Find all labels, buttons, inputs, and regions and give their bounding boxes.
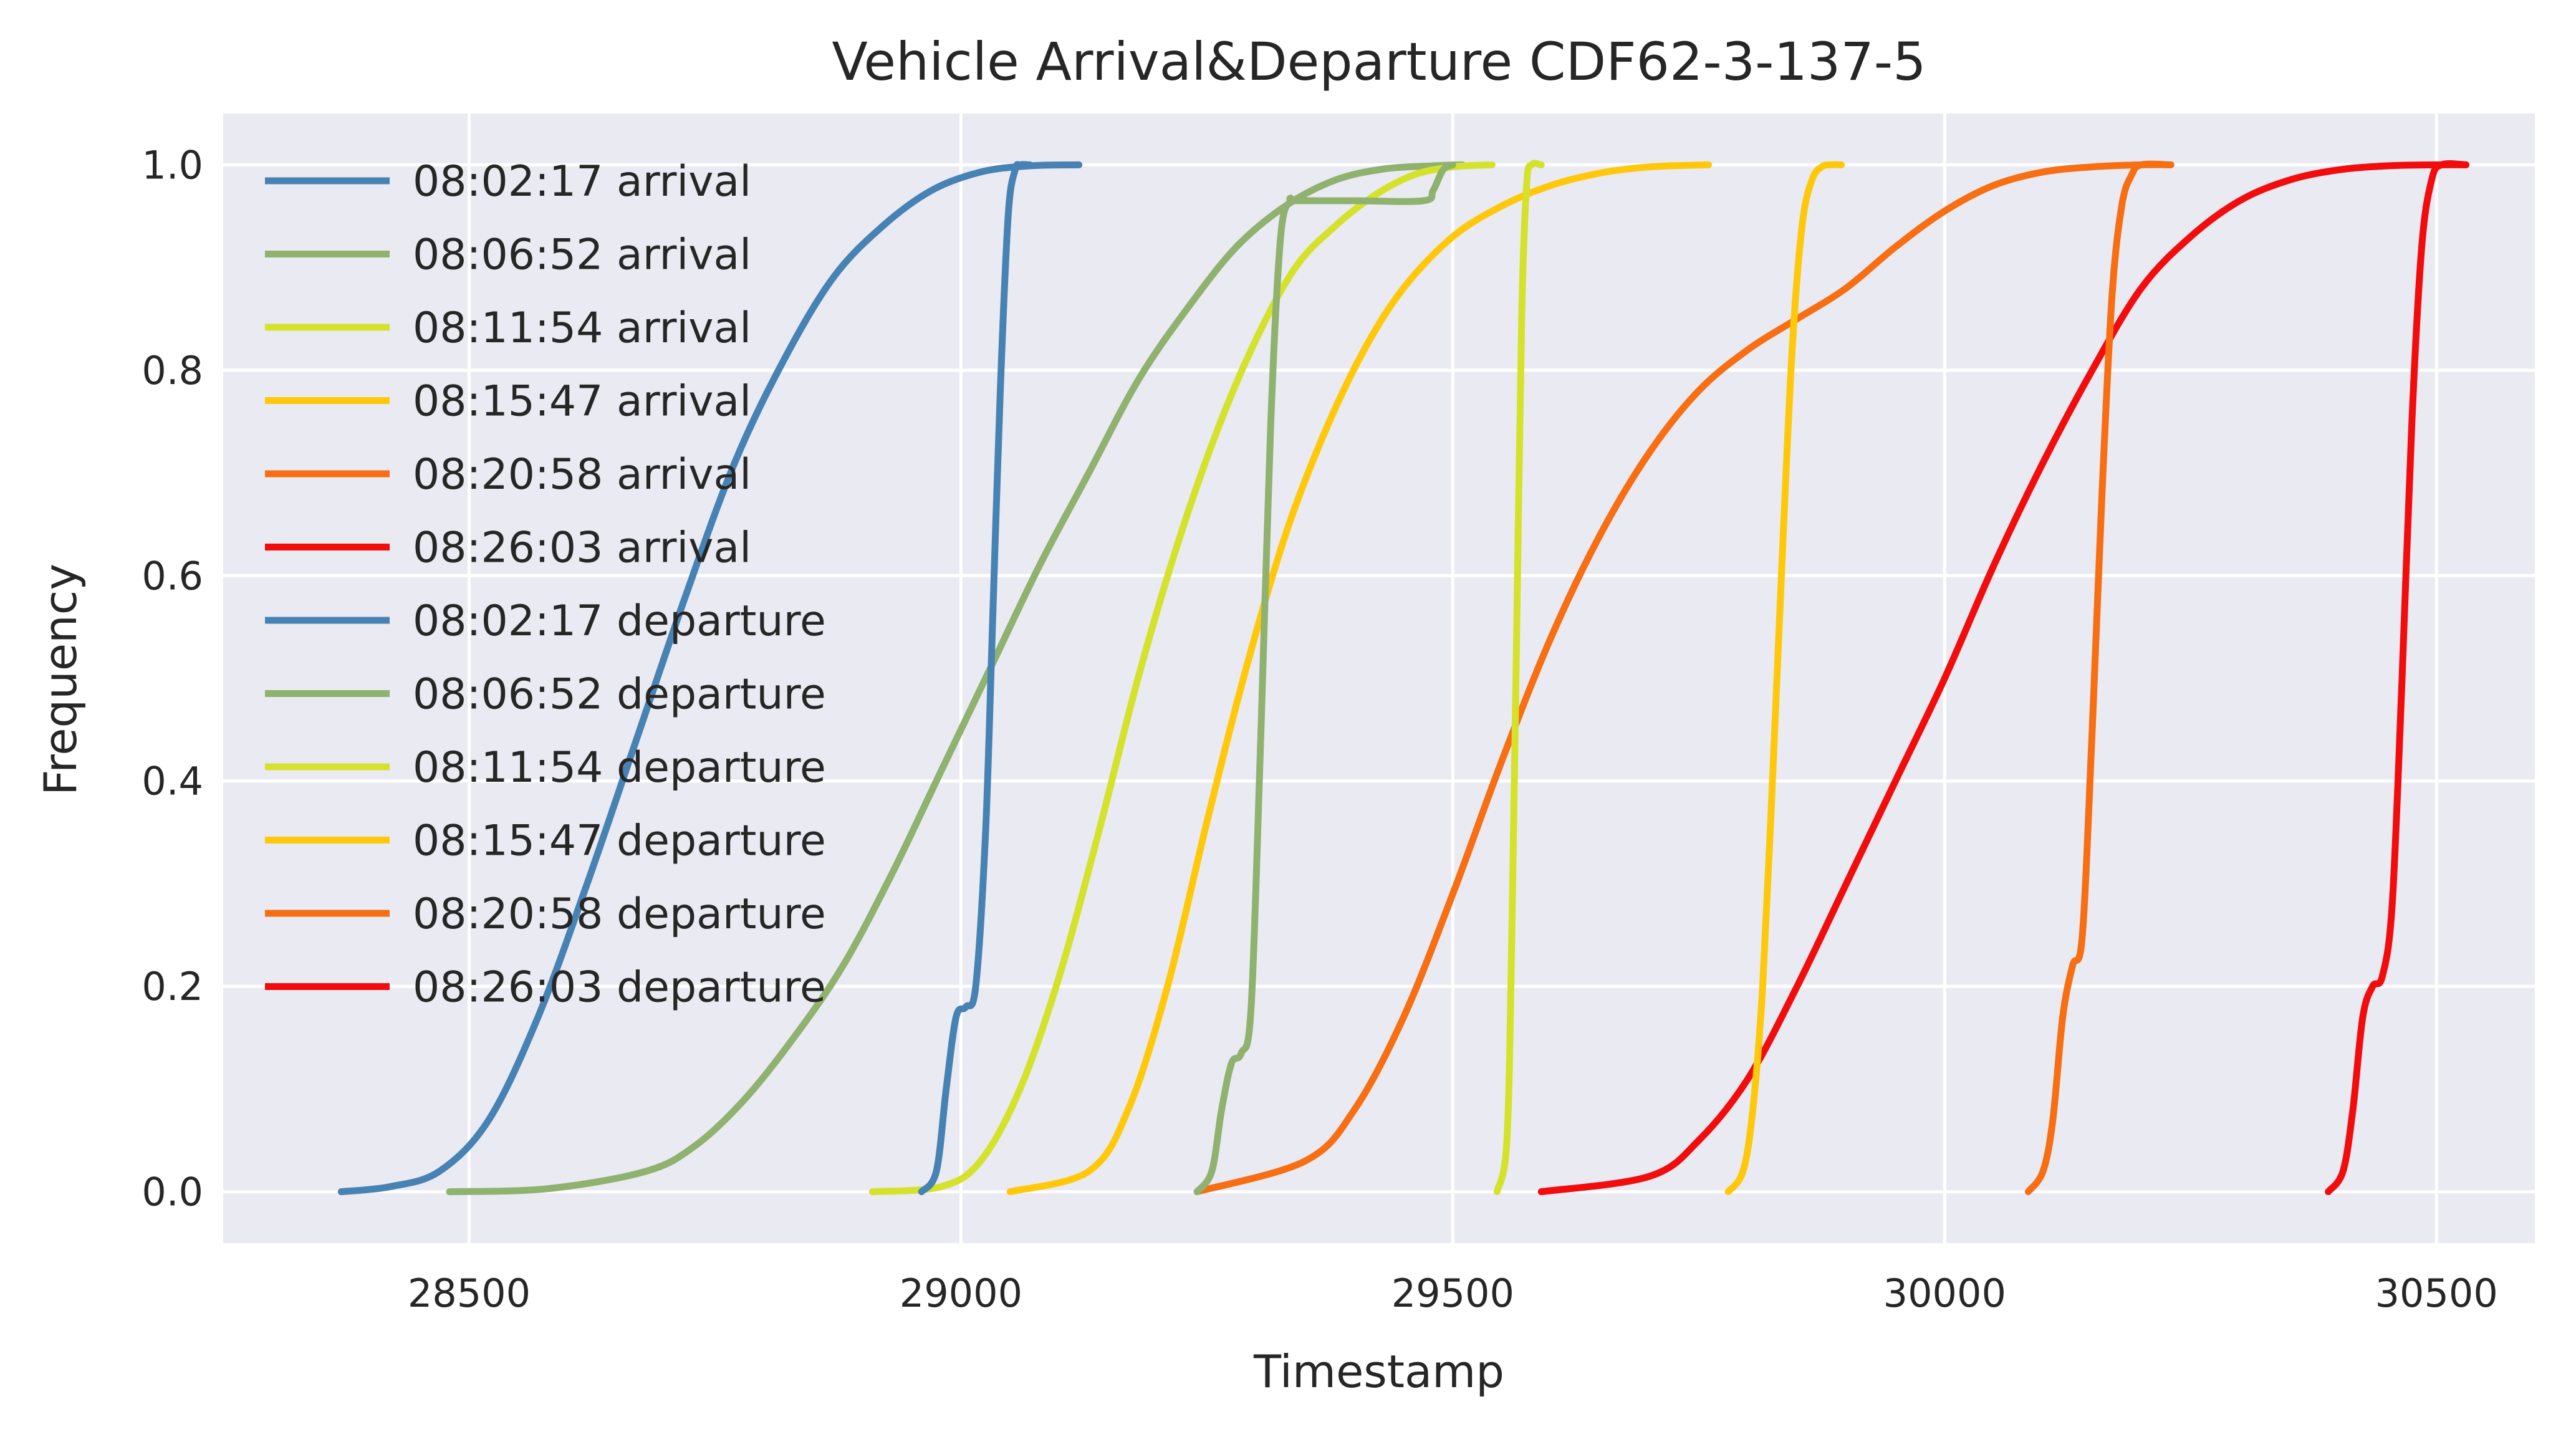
y-axis-label: Frequency [34, 564, 87, 795]
series-line [337, 161, 1083, 1196]
x-tick-label: 29500 [1391, 1271, 1514, 1316]
series-line [2024, 160, 2175, 1196]
y-tick-label: 0.0 [142, 1170, 203, 1215]
series-line [2325, 160, 2469, 1196]
y-tick-label: 0.8 [142, 348, 203, 393]
x-tick-label: 28500 [408, 1271, 531, 1316]
legend-entry-label: 08:15:47 departure [413, 817, 826, 866]
chart-title: Vehicle Arrival&Departure CDF62-3-137-5 [832, 31, 1926, 92]
legend-entry-label: 08:11:54 arrival [413, 304, 751, 353]
legend-entry-label: 08:20:58 arrival [413, 450, 751, 499]
x-tick-label: 30500 [2375, 1271, 2498, 1316]
plot-background [223, 113, 2535, 1243]
series-line [918, 161, 1034, 1196]
series-line [1193, 161, 2175, 1196]
plot-area [223, 113, 2535, 1243]
legend-entry-label: 08:02:17 arrival [413, 157, 751, 206]
legend-entry-label: 08:06:52 departure [413, 670, 826, 719]
y-tick-label: 0.6 [142, 553, 203, 598]
legend-entry-label: 08:20:58 departure [413, 890, 826, 939]
legend: 08:02:17 arrival 08:06:52 arrival 08:11:54… [265, 157, 826, 1012]
y-tick-label: 0.2 [142, 964, 203, 1009]
legend-entry-label: 08:02:17 departure [413, 597, 826, 646]
y-tick-label: 0.4 [142, 759, 203, 804]
y-tick-label: 1.0 [142, 142, 203, 188]
series-line [1193, 161, 1456, 1196]
series-line [1493, 160, 1545, 1196]
legend-entry-label: 08:06:52 arrival [413, 231, 751, 280]
legend-entry-label: 08:11:54 departure [413, 743, 826, 792]
legend-entry-label: 08:15:47 arrival [413, 377, 751, 426]
series-line [1724, 161, 1845, 1196]
series-layer [337, 160, 2469, 1196]
ticks-layer: 28500 29000 29500 30000 30500 0.0 0.2 0.4 0.6 0.8… [142, 142, 2497, 1316]
legend-entry-label: 08:26:03 arrival [413, 524, 751, 573]
x-tick-label: 30000 [1883, 1271, 2006, 1316]
x-tick-label: 29000 [900, 1271, 1022, 1316]
x-axis-label: Timestamp [1253, 1345, 1504, 1398]
legend-entry-label: 08:26:03 departure [413, 963, 826, 1012]
series-line [1537, 161, 2469, 1196]
series-line [1006, 161, 1713, 1196]
